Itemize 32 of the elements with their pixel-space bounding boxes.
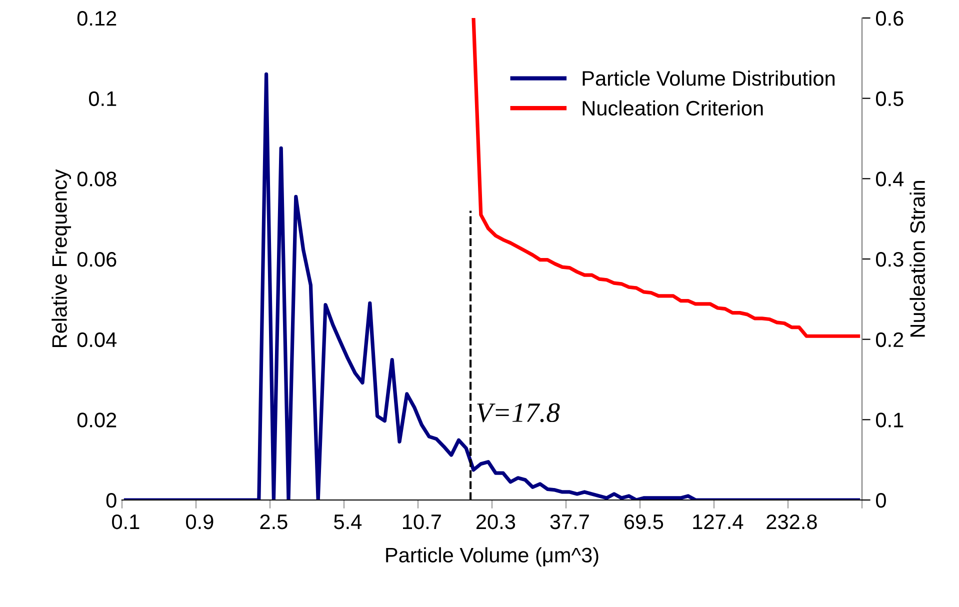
y-tick-label: 0: [106, 493, 116, 508]
x-tick-label: 37.7: [550, 514, 589, 530]
legend-label: Particle Volume Distribution: [582, 70, 835, 86]
y-tick-label: 0.04: [77, 332, 117, 348]
x-tick-label: 232.8: [766, 514, 817, 530]
x-tick-label: 0.9: [186, 514, 214, 530]
x-axis-title: Particle Volume (μm^3): [386, 547, 598, 567]
y2-tick-label: 0.4: [876, 172, 904, 186]
y2-tick-label: 0.5: [876, 91, 904, 106]
annotation: V=17.8: [477, 403, 560, 422]
x-tick-label: 10.7: [403, 514, 441, 530]
x-tick-label: 127.4: [693, 514, 744, 529]
y2-tick-label: 0.6: [876, 11, 904, 26]
x-tick-label: 2.5: [260, 514, 288, 530]
x-tick-label: 0.1: [112, 514, 140, 530]
y-tick-label: 0.12: [77, 11, 116, 26]
y-tick-label: 0.02: [77, 412, 116, 428]
x-tick-label: 5.4: [334, 514, 362, 530]
y-axis-title: Relative Frequency: [52, 169, 72, 348]
y-tick-label: 0.08: [77, 172, 116, 186]
y2-tick-label: 0: [876, 493, 886, 508]
x-tick-label: 20.3: [476, 514, 516, 530]
y2-tick-label: 0.1: [876, 412, 904, 428]
y2-axis-title: Nucleation Strain: [910, 181, 926, 337]
legend-label: Nucleation Criterion: [582, 100, 763, 116]
line-series: [124, 72, 860, 500]
line-series: [472, 18, 860, 338]
y2-tick-label: 0.3: [876, 252, 904, 267]
y-tick-label: 0.1: [88, 91, 116, 106]
y2-tick-label: 0.2: [876, 332, 904, 348]
x-tick-label: 69.5: [624, 514, 664, 530]
y-tick-label: 0.06: [77, 252, 116, 267]
